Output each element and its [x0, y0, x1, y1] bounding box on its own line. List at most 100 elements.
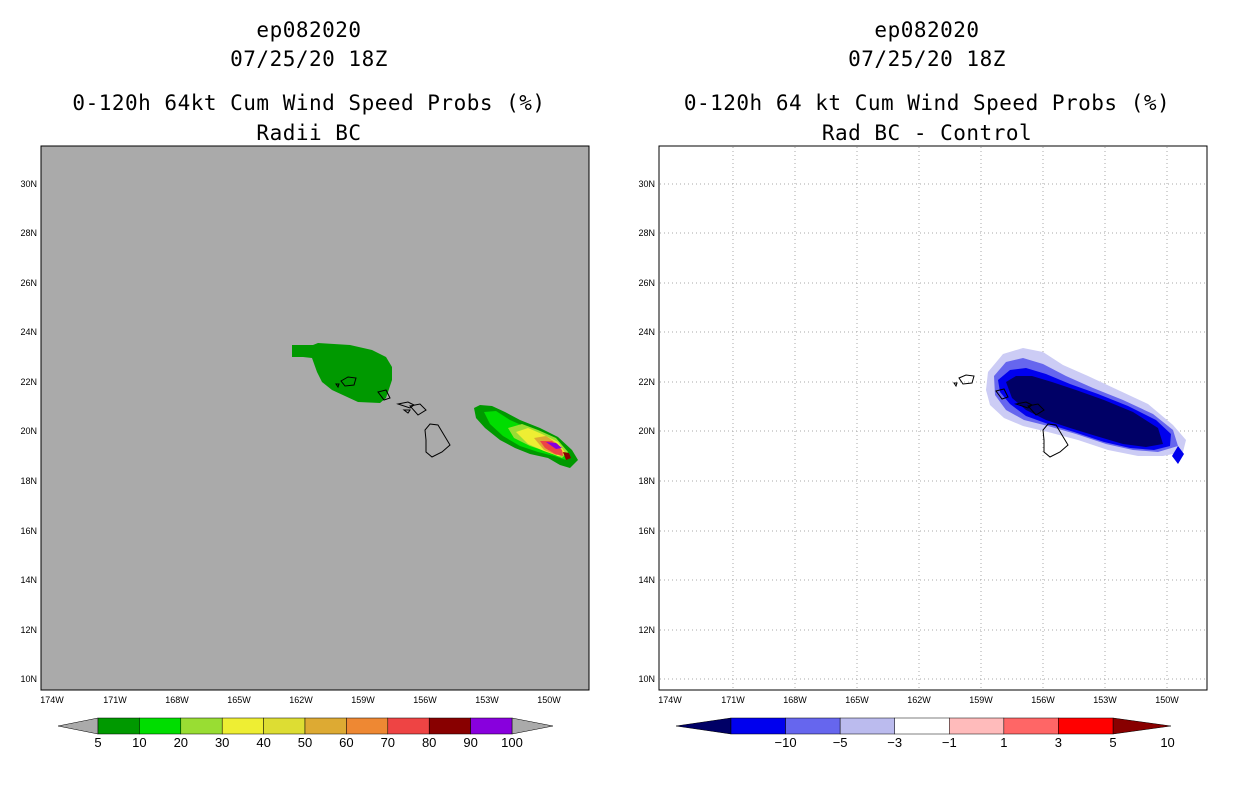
- right-lat-label: 12N: [638, 625, 655, 635]
- left-prob-region-north: [292, 343, 392, 403]
- colorbar-label: −1: [942, 735, 957, 750]
- left-lat-label: 14N: [20, 575, 37, 585]
- right-lon-label: 162W: [907, 695, 931, 705]
- left-panel: ep082020 07/25/20 18Z 0-120h 64kt Cum Wi…: [20, 18, 590, 750]
- colorbar-arrow-right: [511, 717, 554, 735]
- colorbar-label: 10: [132, 735, 146, 750]
- right-lon-label: 165W: [845, 695, 869, 705]
- left-lat-label: 12N: [20, 625, 37, 635]
- left-lat-label: 28N: [20, 228, 37, 238]
- colorbar-label: 30: [215, 735, 229, 750]
- right-island-outlines: [953, 374, 1069, 458]
- right-panel: ep082020 07/25/20 18Z 0-120h 64 kt Cum W…: [618, 0, 1236, 800]
- left-lat-label: 18N: [20, 476, 37, 486]
- colorbar-arrow-left: [675, 717, 732, 735]
- left-lat-label: 22N: [20, 377, 37, 387]
- right-lat-label: 20N: [638, 426, 655, 436]
- right-lon-label: 159W: [969, 695, 993, 705]
- colorbar-swatch: [785, 717, 841, 735]
- left-lat-label: 20N: [20, 426, 37, 436]
- left-lon-label: 159W: [351, 695, 375, 705]
- colorbar-arrow-right: [1112, 717, 1172, 735]
- right-title: 0-120h 64 kt Cum Wind Speed Probs (%): [683, 91, 1171, 115]
- colorbar-swatch: [139, 717, 182, 735]
- left-prob-region-90: [546, 442, 562, 449]
- left-lat-label: 10N: [20, 674, 37, 684]
- left-colorbar: 5 10 20 30 40 50 60 70 80 90 100: [57, 717, 554, 750]
- colorbar-swatch: [97, 717, 140, 735]
- colorbar-swatch: [304, 717, 347, 735]
- right-lat-label: 22N: [638, 377, 655, 387]
- left-lat-label: 26N: [20, 278, 37, 288]
- left-prob-region-max: [563, 452, 571, 460]
- left-lat-axis: 30N 28N 26N 24N 22N 20N 18N 16N 14N 12N …: [20, 179, 37, 684]
- right-lon-label: 156W: [1031, 695, 1055, 705]
- left-lat-label: 30N: [20, 179, 37, 189]
- colorbar-label: 80: [422, 735, 436, 750]
- colorbar-label: 40: [256, 735, 270, 750]
- colorbar-label: −5: [833, 735, 848, 750]
- colorbar-label: 90: [463, 735, 477, 750]
- left-chart: 30N 28N 26N 24N 22N 20N 18N 16N 14N 12N …: [20, 145, 590, 750]
- colorbar-label: −10: [775, 735, 797, 750]
- right-lat-label: 14N: [638, 575, 655, 585]
- colorbar-swatch: [730, 717, 786, 735]
- right-diff-region-east: [1172, 446, 1184, 464]
- left-storm-id: ep082020: [256, 18, 362, 42]
- colorbar-label: 3: [1055, 735, 1062, 750]
- right-lon-label: 171W: [721, 695, 745, 705]
- colorbar-swatch: [949, 717, 1005, 735]
- right-date: 07/25/20 18Z: [848, 47, 1006, 71]
- colorbar-label: 70: [381, 735, 395, 750]
- right-lon-label: 174W: [658, 695, 682, 705]
- left-lon-label: 153W: [475, 695, 499, 705]
- left-lon-label: 168W: [165, 695, 189, 705]
- colorbar-label: −3: [887, 735, 902, 750]
- colorbar-swatch: [387, 717, 430, 735]
- left-lat-label: 16N: [20, 526, 37, 536]
- colorbar-swatch: [839, 717, 895, 735]
- right-lat-label: 24N: [638, 327, 655, 337]
- left-subtitle: Radii BC: [256, 121, 362, 145]
- right-lon-label: 168W: [783, 695, 807, 705]
- right-diff-region-10: [1006, 376, 1163, 447]
- left-lat-label: 24N: [20, 327, 37, 337]
- left-lon-label: 156W: [413, 695, 437, 705]
- right-lat-label: 16N: [638, 526, 655, 536]
- left-title: 0-120h 64kt Cum Wind Speed Probs (%): [72, 91, 546, 115]
- right-lat-label: 18N: [638, 476, 655, 486]
- left-island-outlines: [335, 376, 451, 458]
- right-colorbar: −10 −5 −3 −1 1 3 5 10: [675, 717, 1175, 750]
- colorbar-label: 100: [501, 735, 523, 750]
- right-lat-label: 28N: [638, 228, 655, 238]
- right-lon-label: 153W: [1093, 695, 1117, 705]
- right-lon-axis: 174W 171W 168W 165W 162W 159W 156W 153W …: [658, 695, 1179, 705]
- right-subtitle: Rad BC - Control: [821, 121, 1033, 145]
- left-lon-label: 171W: [103, 695, 127, 705]
- colorbar-swatch: [428, 717, 471, 735]
- colorbar-swatch: [1003, 717, 1059, 735]
- left-lon-label: 165W: [227, 695, 251, 705]
- colorbar-swatch: [180, 717, 223, 735]
- colorbar-label: 60: [339, 735, 353, 750]
- right-storm-id: ep082020: [874, 18, 980, 42]
- left-lon-label: 162W: [289, 695, 313, 705]
- colorbar-label: 20: [174, 735, 188, 750]
- colorbar-arrow-left: [57, 717, 99, 735]
- left-date: 07/25/20 18Z: [230, 47, 388, 71]
- right-lat-label: 30N: [638, 179, 655, 189]
- colorbar-swatch: [221, 717, 264, 735]
- right-grid: [660, 147, 1206, 689]
- left-lon-axis: 174W 171W 168W 165W 162W 159W 156W 153W …: [40, 695, 561, 705]
- colorbar-label: 50: [298, 735, 312, 750]
- colorbar-swatch: [263, 717, 306, 735]
- colorbar-swatch: [1058, 717, 1114, 735]
- left-lon-label: 150W: [537, 695, 561, 705]
- right-lat-label: 26N: [638, 278, 655, 288]
- colorbar-swatch: [894, 717, 950, 735]
- colorbar-swatch: [346, 717, 389, 735]
- left-prob-region-70: [540, 441, 563, 456]
- right-lat-axis: 30N 28N 26N 24N 22N 20N 18N 16N 14N 12N …: [638, 179, 655, 684]
- colorbar-label: 10: [1160, 735, 1174, 750]
- right-lat-label: 10N: [638, 674, 655, 684]
